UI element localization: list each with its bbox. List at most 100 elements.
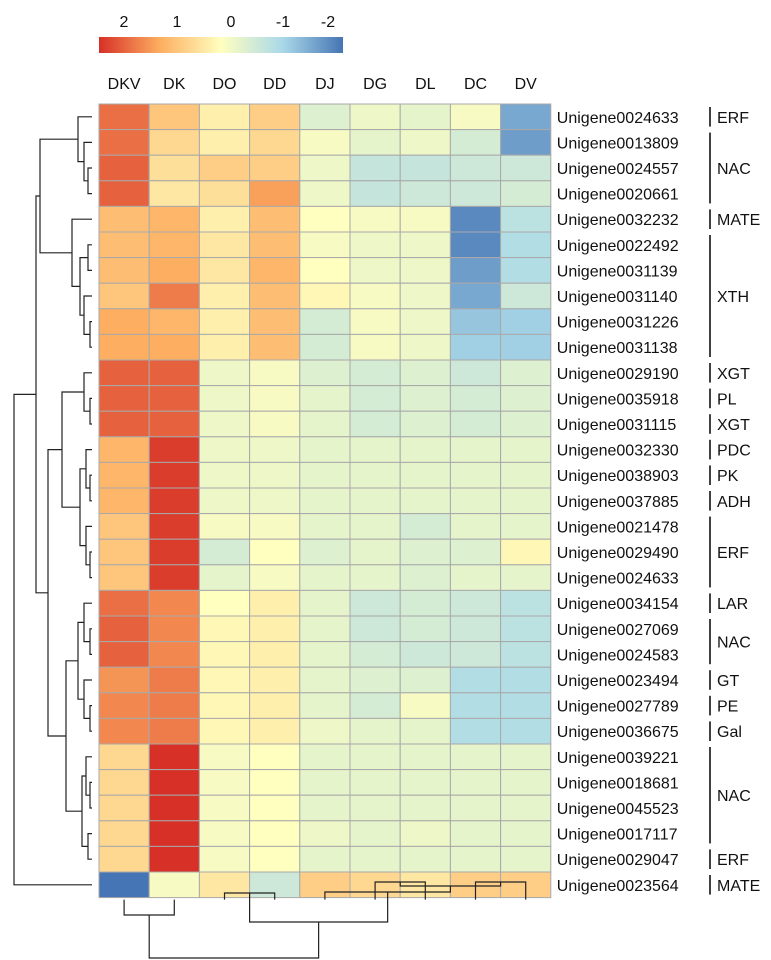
heatmap-cell	[98, 359, 150, 387]
heatmap-cell	[399, 461, 451, 489]
heatmap-cell	[299, 743, 351, 771]
heatmap-cell	[198, 513, 251, 540]
color-scale-tick: 0	[227, 14, 236, 31]
row-label: Unigene0031115	[557, 417, 677, 434]
heatmap-cell	[249, 615, 301, 643]
heatmap-cell	[449, 333, 502, 361]
heatmap-cell	[500, 231, 552, 259]
heatmap-cell	[148, 103, 200, 131]
row-label: Unigene0035918	[557, 391, 679, 408]
row-label: Unigene0027069	[557, 622, 679, 639]
heatmap-cell	[500, 129, 552, 156]
heatmap-cell	[399, 615, 451, 643]
heatmap-cell	[349, 717, 401, 745]
heatmap-cell	[249, 436, 301, 463]
group-label: MATE	[717, 212, 760, 229]
row-dendrogram-branch	[89, 781, 92, 809]
heatmap-cell	[198, 487, 251, 515]
heatmap-cell	[198, 820, 251, 847]
heatmap-cell	[198, 641, 251, 668]
heatmap-cell	[249, 538, 301, 566]
heatmap-cell	[299, 666, 351, 694]
heatmap-cell	[399, 641, 451, 668]
heatmap-cell	[148, 231, 200, 259]
heatmap-cell	[148, 308, 200, 335]
heatmap-cell	[249, 487, 301, 515]
heatmap-cell	[500, 717, 552, 745]
heatmap-cell	[500, 513, 552, 540]
row-label: Unigene0023494	[557, 673, 679, 690]
group-label: PE	[717, 699, 738, 716]
heatmap-cell	[148, 615, 200, 643]
heatmap-cell	[349, 231, 401, 259]
heatmap-cell	[449, 436, 502, 463]
heatmap-cell	[198, 282, 251, 310]
heatmap-cell	[98, 385, 150, 412]
heatmap-cell	[249, 308, 301, 335]
color-scale-legend: 2 1 0 -1 -2	[99, 14, 343, 53]
heatmap-cell	[399, 308, 451, 335]
heatmap-cell	[399, 769, 451, 796]
group-label: NAC	[717, 161, 751, 178]
heatmap-cell	[349, 385, 401, 412]
heatmap-cell	[399, 538, 451, 566]
column-label: DD	[263, 76, 286, 93]
heatmap-cell	[299, 333, 351, 361]
row-label: Unigene0029047	[557, 852, 679, 869]
heatmap-cell	[349, 794, 401, 822]
column-label: DL	[415, 76, 436, 93]
row-dendrogram-branch	[71, 218, 92, 287]
heatmap-cell	[500, 666, 552, 694]
heatmap-cell	[98, 231, 150, 259]
heatmap-cell	[500, 589, 552, 617]
heatmap-cell	[500, 282, 552, 310]
heatmap-cell	[98, 794, 150, 822]
heatmap-cell	[249, 461, 301, 489]
heatmap-cell	[449, 205, 502, 233]
heatmap-cell	[299, 282, 351, 310]
heatmap-cell	[98, 820, 150, 847]
row-label: Unigene0031138	[557, 340, 678, 357]
heatmap-cell	[349, 410, 401, 438]
row-dendrogram-branch	[85, 525, 92, 566]
heatmap-cell	[349, 487, 401, 515]
heatmap-cell	[500, 820, 552, 847]
column-dendrogram-branch	[123, 899, 175, 916]
heatmap-cell	[500, 743, 552, 771]
heatmap-cell	[449, 845, 502, 873]
row-dendrogram-branch	[83, 679, 92, 719]
heatmap-cell	[449, 769, 502, 796]
heatmap-cell	[198, 769, 251, 796]
heatmap-cell	[98, 487, 150, 515]
column-label: DV	[515, 76, 538, 93]
heatmap-cell	[349, 538, 401, 566]
heatmap-cell	[249, 692, 301, 719]
row-dendrogram-branch	[89, 397, 92, 425]
heatmap-cell	[299, 845, 351, 873]
heatmap-cell	[500, 308, 552, 335]
heatmap-cell	[249, 282, 301, 310]
heatmap-cell	[449, 743, 502, 771]
color-scale-bar	[99, 37, 343, 53]
row-labels: Unigene0024633 Unigene0013809 Unigene00245…	[557, 110, 679, 895]
heatmap-cell	[198, 461, 251, 489]
heatmap-cell	[349, 333, 401, 361]
heatmap-cell	[449, 487, 502, 515]
row-label: Unigene0031139	[557, 263, 678, 280]
heatmap-cell	[349, 436, 401, 463]
heatmap-cell	[449, 615, 502, 643]
heatmap-cell	[198, 615, 251, 643]
heatmap-cell	[299, 717, 351, 745]
heatmap-cell	[349, 743, 401, 771]
heatmap-cell	[449, 308, 502, 335]
row-dendrogram-branch	[89, 474, 92, 502]
row-label: Unigene0032232	[557, 212, 679, 229]
row-dendrogram-branch	[35, 195, 48, 594]
heatmap-cell	[349, 615, 401, 643]
heatmap-cell	[299, 615, 351, 643]
heatmap-cell	[299, 589, 351, 617]
heatmap-cell	[399, 436, 451, 463]
heatmap-cell	[98, 436, 150, 463]
heatmap-cell	[98, 641, 150, 668]
heatmap-cell	[148, 666, 200, 694]
